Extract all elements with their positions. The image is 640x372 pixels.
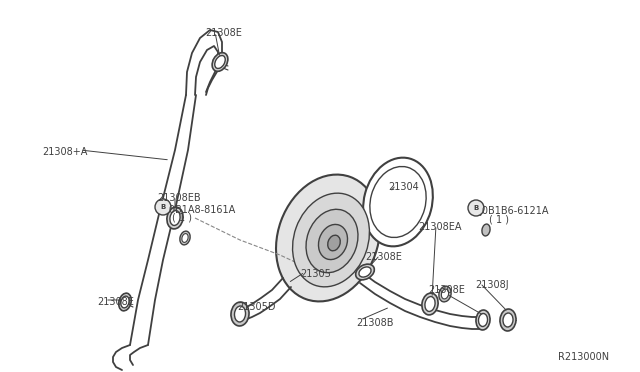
Ellipse shape: [359, 267, 371, 277]
Ellipse shape: [439, 286, 451, 302]
Text: 21305D: 21305D: [237, 302, 275, 312]
Text: ¸0B1B6-6121A: ¸0B1B6-6121A: [478, 205, 550, 215]
Ellipse shape: [482, 224, 490, 236]
Ellipse shape: [479, 314, 488, 327]
Circle shape: [155, 199, 171, 215]
Ellipse shape: [212, 53, 228, 71]
Ellipse shape: [234, 306, 246, 322]
Text: 21305: 21305: [300, 269, 331, 279]
Ellipse shape: [167, 207, 183, 229]
Text: B: B: [474, 205, 479, 211]
Ellipse shape: [170, 211, 180, 225]
Ellipse shape: [370, 167, 426, 237]
Ellipse shape: [442, 289, 449, 299]
Ellipse shape: [276, 174, 380, 301]
Ellipse shape: [292, 193, 369, 287]
Ellipse shape: [500, 309, 516, 331]
Ellipse shape: [319, 224, 348, 260]
Text: 21308E: 21308E: [365, 252, 402, 262]
Ellipse shape: [215, 55, 225, 68]
Ellipse shape: [182, 234, 188, 243]
Text: 21308E: 21308E: [97, 297, 134, 307]
Ellipse shape: [306, 209, 358, 273]
Text: 21308J: 21308J: [475, 280, 509, 290]
Ellipse shape: [356, 264, 374, 280]
Text: R213000N: R213000N: [558, 352, 609, 362]
Text: 21308+A: 21308+A: [42, 147, 88, 157]
Text: 21308EB: 21308EB: [157, 193, 200, 203]
Ellipse shape: [180, 231, 190, 245]
Ellipse shape: [119, 293, 131, 311]
Ellipse shape: [425, 296, 435, 311]
Text: 21308E: 21308E: [205, 28, 242, 38]
Text: 21308B: 21308B: [356, 318, 394, 328]
Text: 21308EA: 21308EA: [418, 222, 461, 232]
Text: 21304: 21304: [388, 182, 419, 192]
Ellipse shape: [363, 158, 433, 246]
Text: B: B: [161, 204, 166, 210]
Ellipse shape: [231, 302, 249, 326]
Text: ¸0B1A8-8161A: ¸0B1A8-8161A: [165, 204, 236, 214]
Circle shape: [468, 200, 484, 216]
Text: ( 1 ): ( 1 ): [172, 213, 192, 223]
Ellipse shape: [503, 313, 513, 327]
Text: 21308E: 21308E: [428, 285, 465, 295]
Ellipse shape: [328, 235, 340, 251]
Ellipse shape: [422, 293, 438, 315]
Ellipse shape: [121, 296, 129, 308]
Text: ( 1 ): ( 1 ): [489, 214, 509, 224]
Ellipse shape: [476, 310, 490, 330]
